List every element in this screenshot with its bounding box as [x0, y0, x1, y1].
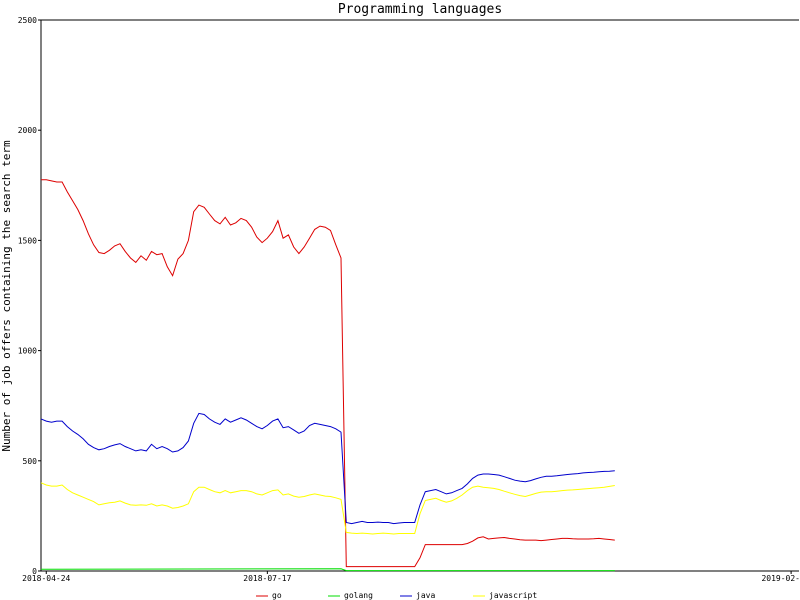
series-line-java [40, 412, 615, 525]
x-tick-label: 2018-07-17 [243, 574, 291, 583]
y-tick-label: 2000 [18, 126, 37, 135]
series-line-golang [40, 568, 615, 572]
y-tick-label: 0 [32, 567, 37, 576]
y-tick-label: 1000 [18, 347, 37, 356]
legend: go golang java javascript [256, 591, 537, 600]
x-tick-label: 2018-04-24 [22, 574, 70, 583]
legend-label-java: java [416, 591, 435, 600]
series-line-go [41, 179, 615, 568]
x-tick-label: 2019-02- [761, 574, 800, 583]
y-tick-label: 500 [23, 457, 38, 466]
series-line-javascript [40, 482, 615, 535]
plot-area: 0 500 1000 1500 2000 2500 2018-04-24 2018-07-17… [18, 16, 800, 583]
chart-title: Programming languages [338, 2, 502, 17]
y-axis-label: Number of job offers containing the sear… [0, 140, 13, 452]
y-tick-label: 1500 [18, 236, 37, 245]
legend-label-go: go [272, 591, 282, 600]
legend-label-golang: golang [344, 591, 373, 600]
y-tick-label: 2500 [18, 16, 37, 25]
legend-label-javascript: javascript [489, 591, 537, 600]
